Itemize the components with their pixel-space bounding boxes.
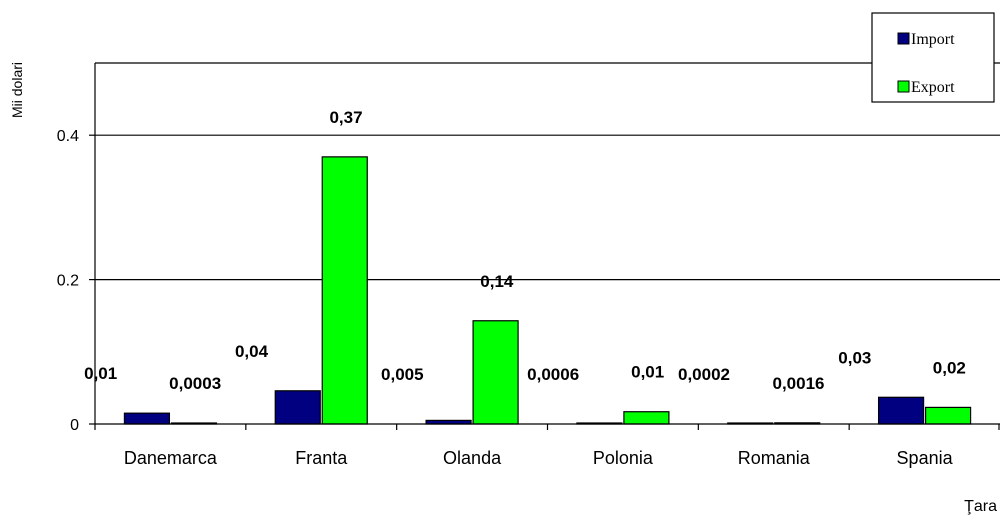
legend: Import Export — [871, 12, 995, 103]
legend-swatch-import — [897, 32, 910, 45]
data-labels: 0,01 0,0003 0,04 0,37 0,005 0,14 0,0006 0,01 0,0… — [84, 108, 966, 393]
x-tick-label: Danemarca — [124, 448, 218, 468]
legend-label-import: Import — [911, 31, 955, 48]
data-label-import: 0,03 — [838, 348, 871, 367]
gridlines — [95, 134, 1000, 281]
data-label-export: 0,02 — [933, 358, 966, 377]
data-label-export: 0,14 — [480, 272, 514, 291]
bar-import — [123, 412, 171, 425]
data-label-export: 0,01 — [631, 363, 664, 382]
x-tick-label: Franta — [295, 448, 348, 468]
legend-item-export: Export — [897, 79, 955, 96]
bar-export — [321, 156, 368, 425]
data-label-export: 0,0003 — [169, 374, 221, 393]
data-label-export: 0,37 — [329, 108, 362, 127]
bar-import — [274, 390, 321, 425]
data-label-import: 0,005 — [381, 365, 424, 384]
data-label-import: 0,04 — [235, 342, 269, 361]
y-tick-label: 0.2 — [57, 273, 79, 290]
data-label-import: 0,01 — [84, 364, 117, 383]
legend-box — [871, 12, 995, 103]
x-tick-label: Romania — [738, 448, 811, 468]
data-label-export: 0,0016 — [773, 374, 825, 393]
y-tick-label: 0.4 — [57, 128, 79, 145]
axes: 0 0.2 0.4 Danemarca Franta Olanda Polonia Roman… — [57, 62, 1000, 468]
data-label-import: 0,0002 — [678, 365, 730, 384]
bar-import — [877, 396, 925, 425]
legend-item-import: Import — [897, 31, 955, 48]
x-tick-label: Olanda — [443, 448, 502, 468]
y-tick-label: 0 — [70, 417, 79, 434]
x-tick-label: Spania — [897, 448, 954, 468]
data-label-import: 0,0006 — [527, 365, 579, 384]
legend-swatch-export — [897, 80, 910, 93]
bar-export — [924, 406, 972, 425]
x-axis-label: Ţara — [964, 498, 997, 515]
bar-export — [623, 411, 670, 425]
legend-label-export: Export — [911, 79, 955, 96]
x-tick-label: Polonia — [593, 448, 654, 468]
y-axis-label: Mii dolari — [9, 62, 25, 118]
bar-export — [472, 320, 519, 425]
